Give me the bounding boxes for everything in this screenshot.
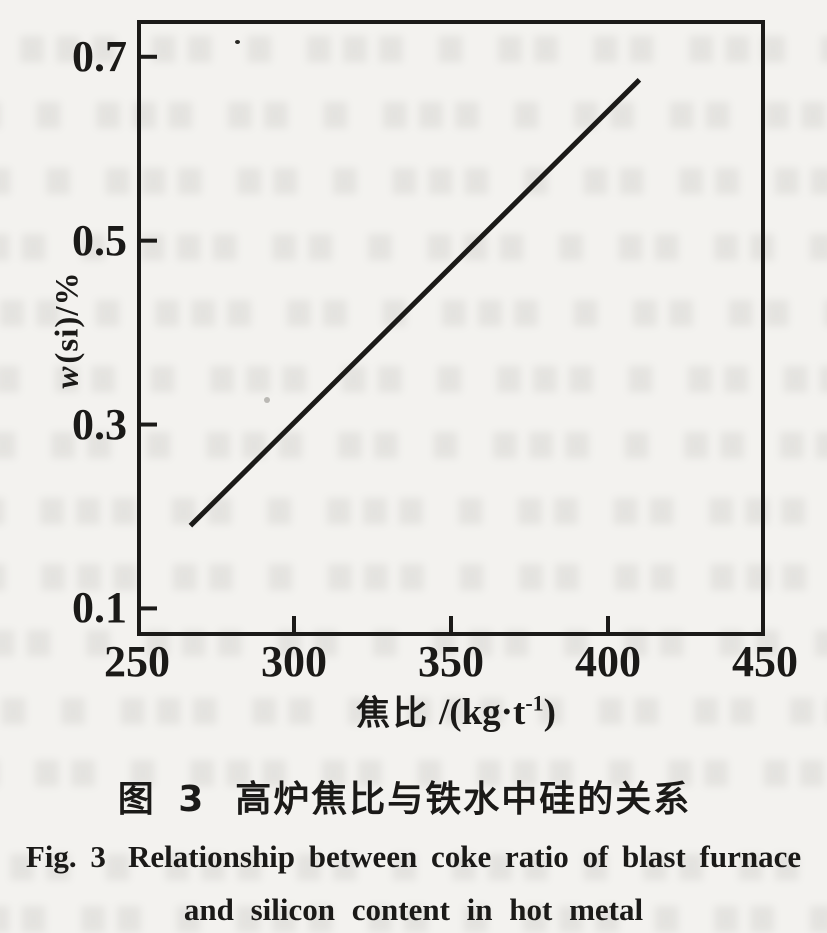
axis-tick-marks	[141, 54, 610, 632]
scan-speck	[264, 397, 270, 403]
y-tick-label: 0.5	[72, 215, 127, 265]
figure-caption-chinese: 图 3 高炉焦比与铁水中硅的关系	[0, 778, 809, 821]
x-tick-label: 450	[732, 637, 798, 686]
x-tick-label: 400	[575, 637, 641, 686]
scan-speck	[235, 40, 240, 44]
figure-title-en: Relationship between coke ratio of blast…	[127, 839, 802, 874]
y-tick-label: 0.1	[72, 583, 127, 633]
figure-number-cn: 图 3	[117, 779, 210, 820]
y-axis-variable: w	[49, 365, 86, 389]
y-axis-title: w(si)/%	[50, 271, 87, 388]
x-axis-title: 焦比/(kg·t-1)	[356, 691, 556, 735]
plot-canvas	[137, 20, 765, 636]
figure-caption-english-line1: Fig. 3 Relationship between coke ratio of…	[0, 838, 827, 875]
y-axis-unit: (si)/%	[49, 271, 86, 364]
figure-title-cn: 高炉焦比与铁水中硅的关系	[235, 779, 692, 820]
y-tick-label: 0.7	[72, 31, 127, 81]
x-axis-unit: /(kg·t-1)	[439, 691, 556, 734]
x-tick-label: 300	[261, 637, 327, 686]
x-tick-label: 250	[104, 637, 170, 686]
x-tick-label: 350	[418, 637, 484, 686]
y-tick-label: 0.3	[72, 399, 127, 449]
trend-line	[188, 78, 642, 528]
figure-caption-english-line2: and silicon content in hot metal	[183, 892, 644, 927]
figure-number-en: Fig. 3	[25, 839, 106, 874]
plot-frame	[137, 20, 765, 636]
x-axis-name: 焦比	[356, 693, 430, 734]
